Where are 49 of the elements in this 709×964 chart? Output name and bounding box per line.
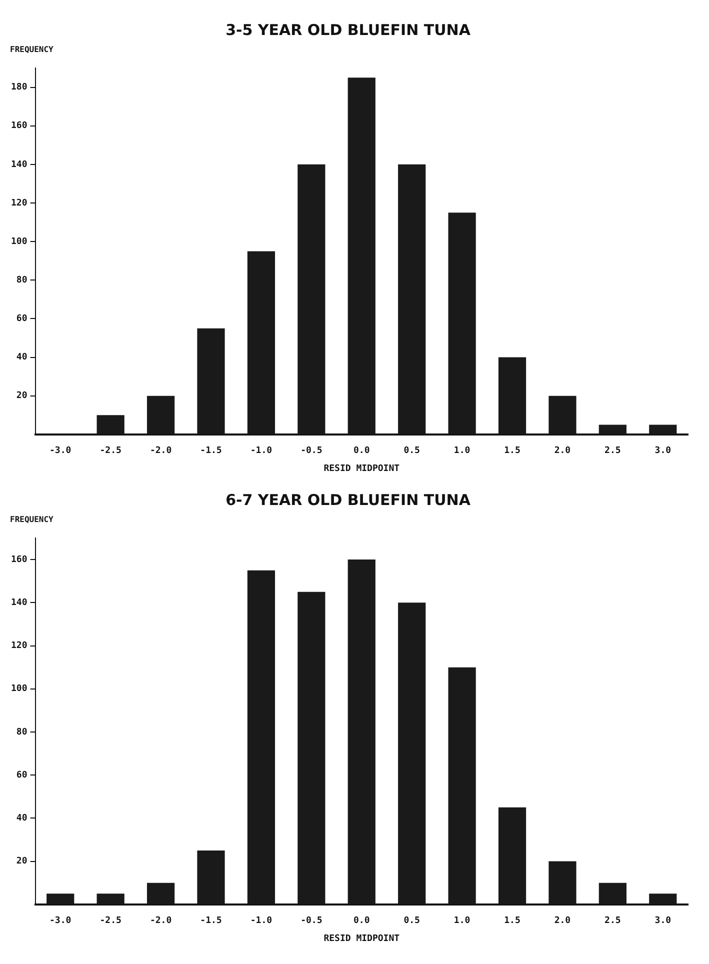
x-tick-label: -0.5 [300,916,322,926]
y-tick-label: 20 [16,391,28,402]
x-tick-label: -1.0 [250,446,272,456]
x-tick-label: 1.5 [504,916,520,926]
x-tick-label: -3.0 [50,446,72,456]
x-tick-label: 2.5 [604,916,621,926]
chart-title: 3-5 YEAR OLD BLUEFIN TUNA [226,20,471,39]
x-axis-title: RESID MIDPOINT [324,934,400,944]
y-tick-label: 80 [16,275,28,286]
x-tick-label: -2.0 [150,916,172,926]
x-axis-title: RESID MIDPOINT [324,464,400,474]
y-tick-label: 140 [10,160,28,170]
y-tick-label: 60 [16,314,28,324]
y-tick-label: 40 [16,814,28,824]
x-tick-label: -3.0 [50,916,72,926]
y-tick-label: 160 [10,121,28,132]
x-tick-label: -2.0 [150,446,172,456]
x-tick-label: -2.5 [100,916,122,926]
x-tick-label: 3.0 [654,446,672,456]
y-axis-title: FREQUENCY [10,515,54,524]
chart-title: 6-7 YEAR OLD BLUEFIN TUNA [226,490,471,509]
y-tick-label: 40 [16,352,28,363]
x-tick-label: -1.0 [250,916,272,926]
y-tick-label: 160 [10,554,28,565]
x-tick-label: -1.5 [200,916,222,926]
x-tick-label: 0.0 [353,916,370,926]
x-tick-label: 0.5 [404,916,420,926]
x-tick-label: -2.5 [100,446,122,456]
x-tick-label: 2.5 [604,446,621,456]
x-tick-label: 2.0 [554,446,571,456]
y-tick-label: 80 [16,727,28,738]
x-tick-label: 1.0 [454,916,470,926]
x-tick-label: 1.5 [504,446,520,456]
x-tick-label: 1.0 [454,446,470,456]
y-tick-label: 140 [10,598,28,608]
y-tick-label: 20 [16,856,28,867]
y-tick-label: 180 [10,82,28,93]
y-axis-title: FREQUENCY [10,45,54,54]
x-tick-label: 0.5 [404,446,420,456]
y-tick-label: 100 [10,236,28,247]
x-tick-label: 3.0 [654,916,672,926]
x-tick-label: -1.5 [200,446,222,456]
y-tick-label: 120 [10,641,28,652]
x-tick-label: -0.5 [300,446,322,456]
x-tick-label: 2.0 [554,916,571,926]
y-tick-label: 100 [10,684,28,694]
y-tick-label: 120 [10,198,28,208]
x-tick-label: 0.0 [353,446,370,456]
y-tick-label: 60 [16,770,28,780]
